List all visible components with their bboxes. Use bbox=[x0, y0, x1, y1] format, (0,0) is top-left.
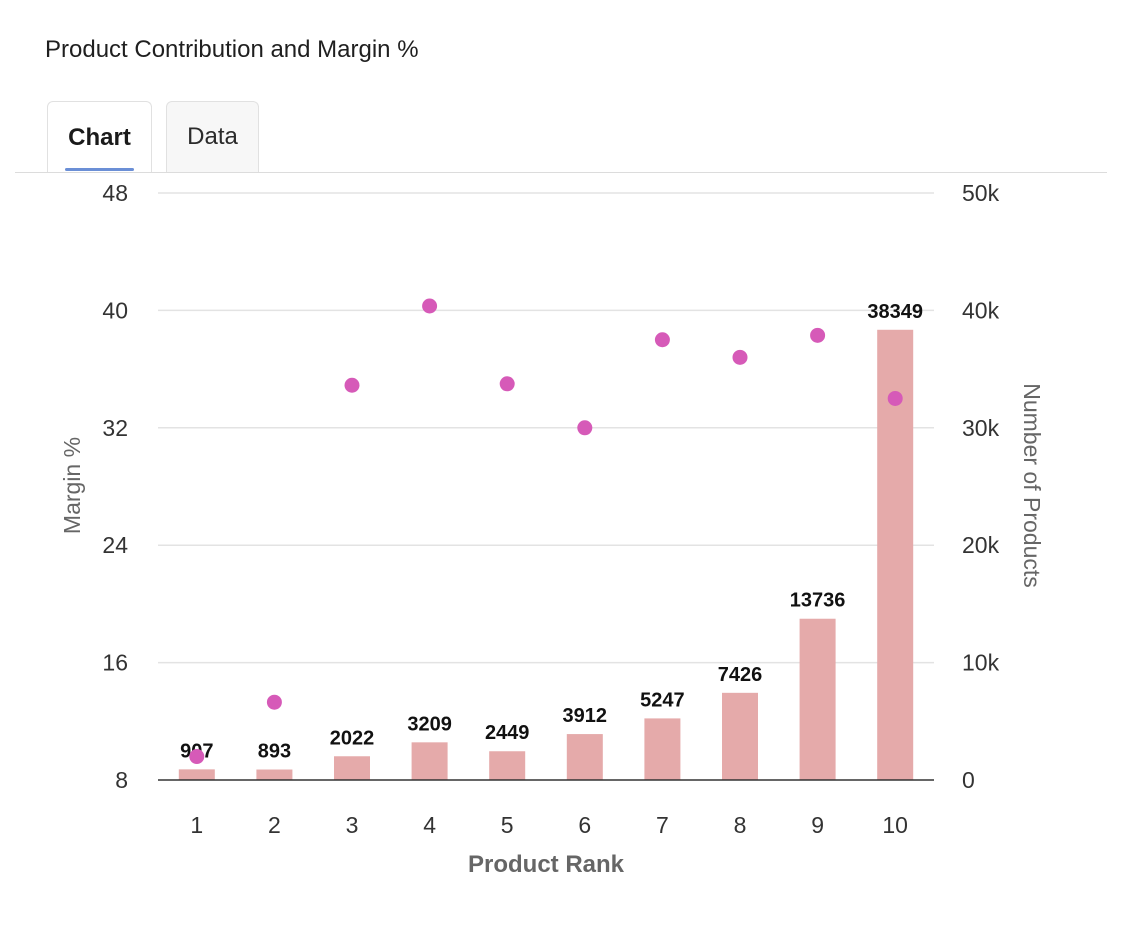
right-tick-label: 20k bbox=[962, 532, 1000, 558]
right-tick-label: 0 bbox=[962, 767, 975, 793]
panel-title: Product Contribution and Margin % bbox=[45, 36, 419, 63]
x-tick-label: 2 bbox=[268, 812, 281, 838]
x-axis-title: Product Rank bbox=[468, 851, 625, 878]
x-tick-label: 10 bbox=[882, 812, 908, 838]
margin-point bbox=[887, 390, 903, 406]
bar bbox=[334, 756, 370, 780]
x-axis-ticks: 1 2 3 4 5 6 7 8 9 10 bbox=[190, 812, 908, 838]
right-tick-label: 50k bbox=[962, 180, 1000, 206]
bar-data-labels: 9078932022320924493912524774261373638349 bbox=[180, 301, 923, 763]
bar-data-label: 5247 bbox=[640, 689, 685, 711]
bar-data-label: 2022 bbox=[330, 727, 375, 749]
bar-data-label: 38349 bbox=[867, 301, 923, 323]
bar bbox=[722, 692, 758, 780]
margin-point bbox=[266, 694, 282, 710]
x-tick-label: 3 bbox=[346, 812, 359, 838]
tab-data[interactable]: Data bbox=[166, 101, 259, 172]
margin-point bbox=[189, 749, 205, 765]
tab-divider bbox=[15, 172, 1107, 173]
bar-data-label: 7426 bbox=[718, 664, 763, 686]
tab-bar: Chart Data bbox=[15, 101, 1107, 173]
left-tick-label: 40 bbox=[102, 297, 128, 323]
x-tick-label: 5 bbox=[501, 812, 514, 838]
x-tick-label: 9 bbox=[811, 812, 824, 838]
grid-lines bbox=[158, 192, 934, 664]
left-tick-label: 32 bbox=[102, 415, 128, 441]
right-tick-label: 40k bbox=[962, 297, 1000, 323]
left-axis-ticks: 8 16 24 32 40 48 bbox=[102, 180, 128, 793]
x-tick-label: 6 bbox=[578, 812, 591, 838]
margin-point bbox=[732, 349, 748, 365]
left-tick-label: 48 bbox=[102, 180, 128, 206]
bar bbox=[178, 769, 215, 780]
active-tab-indicator bbox=[65, 168, 134, 171]
bar bbox=[256, 769, 293, 780]
bar-data-label: 3912 bbox=[563, 705, 608, 727]
margin-point bbox=[499, 376, 515, 392]
bar-data-label: 893 bbox=[258, 741, 291, 763]
tab-chart[interactable]: Chart bbox=[47, 101, 152, 173]
x-tick-label: 8 bbox=[734, 812, 747, 838]
bar-series bbox=[178, 329, 914, 780]
right-tick-label: 30k bbox=[962, 415, 1000, 441]
x-tick-label: 1 bbox=[190, 812, 203, 838]
left-tick-label: 16 bbox=[102, 650, 128, 676]
left-tick-label: 24 bbox=[102, 532, 128, 558]
bar bbox=[644, 718, 681, 780]
bar-data-label: 13736 bbox=[790, 590, 846, 612]
bar bbox=[566, 734, 603, 780]
x-tick-label: 7 bbox=[656, 812, 669, 838]
bar-data-label: 2449 bbox=[485, 722, 530, 744]
margin-point bbox=[344, 377, 360, 393]
bar bbox=[489, 751, 526, 780]
margin-point bbox=[654, 332, 670, 348]
margin-scatter-series bbox=[189, 298, 903, 765]
x-tick-label: 4 bbox=[423, 812, 436, 838]
left-tick-label: 8 bbox=[115, 767, 128, 793]
margin-point bbox=[810, 327, 826, 343]
tab-chart-label: Chart bbox=[68, 123, 131, 151]
right-axis-title: Number of Products bbox=[1019, 383, 1045, 588]
right-tick-label: 10k bbox=[962, 650, 1000, 676]
bar bbox=[411, 742, 448, 780]
left-axis-title: Margin % bbox=[59, 437, 85, 534]
right-axis-ticks: 0 10k 20k 30k 40k 50k bbox=[962, 180, 1000, 793]
margin-point bbox=[422, 298, 438, 314]
tab-data-label: Data bbox=[187, 123, 238, 150]
margin-point bbox=[577, 420, 593, 436]
bar-data-label: 3209 bbox=[407, 713, 452, 735]
bar bbox=[799, 618, 836, 780]
